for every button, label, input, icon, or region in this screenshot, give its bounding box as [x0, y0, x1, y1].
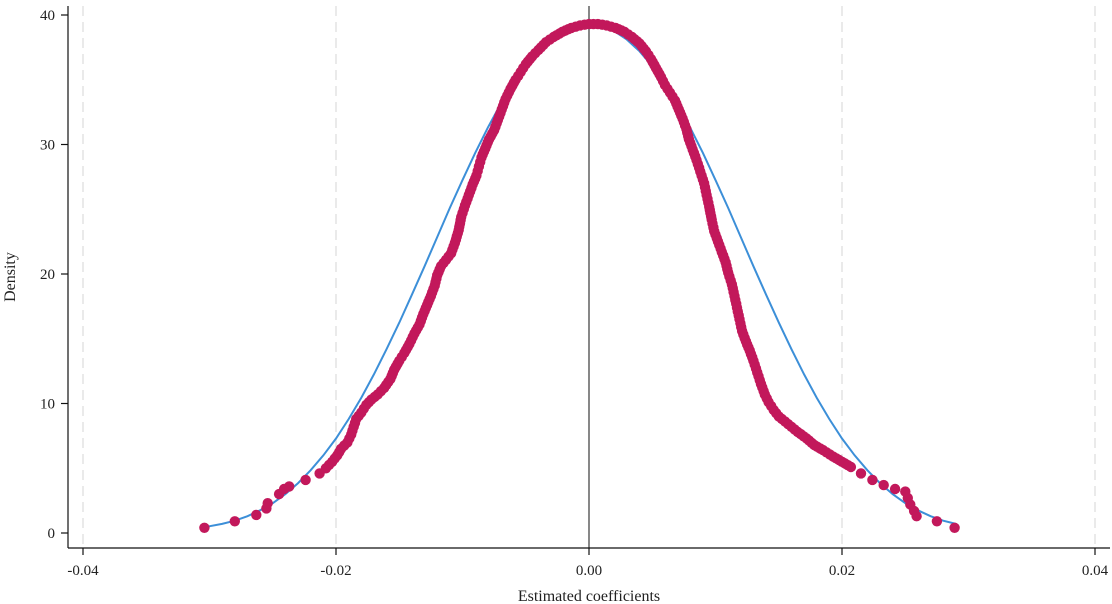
point-8	[300, 474, 311, 486]
point-4	[262, 498, 273, 509]
y-tick-label-4: 40	[40, 8, 55, 24]
point-305	[949, 522, 960, 533]
x-tick-label-0: -0.04	[67, 563, 99, 579]
point-0	[199, 522, 210, 533]
x-tick-label-3: 0.02	[829, 563, 855, 579]
y-tick-label-3: 30	[40, 138, 55, 154]
point-1	[229, 516, 240, 527]
y-tick-label-2: 20	[40, 267, 55, 283]
x-tick-label-2: 0.00	[576, 563, 602, 579]
point-298	[889, 483, 901, 495]
x-tick-label-4: 0.04	[1082, 563, 1109, 579]
y-tick-label-1: 10	[40, 397, 55, 413]
normal-density-curve	[204, 23, 957, 529]
point-303	[911, 511, 922, 522]
point-296	[867, 474, 878, 486]
point-295	[855, 468, 867, 479]
y-axis-title: Density	[2, 252, 19, 302]
point-7	[284, 481, 295, 492]
density-points	[199, 18, 960, 533]
point-2	[251, 509, 262, 521]
point-294	[845, 461, 857, 473]
x-axis-ticks: -0.04 -0.02 0.00 0.02 0.04	[67, 548, 1109, 579]
x-tick-label-1: -0.02	[320, 563, 351, 579]
y-tick-label-0: 0	[48, 526, 56, 542]
y-axis-ticks: 0 10 20 30 40	[40, 8, 68, 542]
x-axis-title: Estimated coefficients	[518, 588, 660, 604]
point-297	[878, 479, 889, 491]
point-304	[931, 516, 943, 527]
